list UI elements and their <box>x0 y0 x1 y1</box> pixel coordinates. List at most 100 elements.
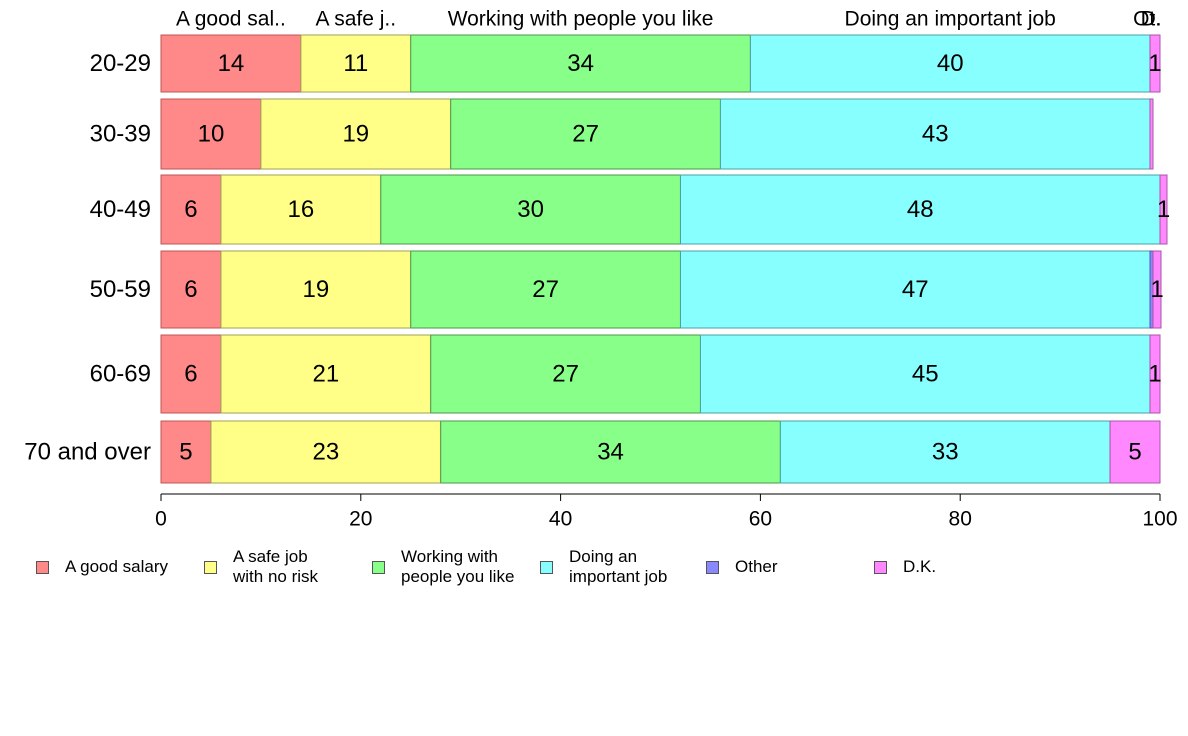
bar-value-label: 6 <box>184 276 197 303</box>
bar-value-label: 34 <box>567 50 594 77</box>
bar-segment <box>679 250 1151 329</box>
bar-segment <box>260 98 452 170</box>
bar-value-label: 19 <box>302 276 329 303</box>
bar-segment <box>749 34 1151 93</box>
legend-item: A good salary <box>36 544 168 590</box>
x-tick-label: 0 <box>155 508 167 531</box>
category-label: 70 and over <box>24 439 151 466</box>
bar-value-label: 6 <box>184 196 197 223</box>
bar-value-label: 34 <box>597 439 624 466</box>
bar-segment <box>1159 174 1168 245</box>
bar-value-label: 27 <box>572 121 599 148</box>
bar-segment <box>300 34 412 93</box>
top-series-label: Working with people you like <box>448 8 714 31</box>
bar-value-label: 1 <box>1148 50 1161 77</box>
bar-value-label: 21 <box>312 361 339 388</box>
bar-row: 10 19 27 43 <box>160 98 1154 170</box>
bar-segment <box>779 420 1111 484</box>
legend-label: Other <box>735 557 778 576</box>
bar-value-label: 40 <box>937 50 964 77</box>
bar-value-label: 16 <box>288 196 315 223</box>
bar-segment <box>450 98 721 170</box>
bar-value-label: 11 <box>343 50 368 77</box>
category-labels: 20-29 30-39 40-49 50-59 60-69 70 and over <box>24 50 151 466</box>
bar-segment <box>380 174 681 245</box>
bar-value-label: 30 <box>517 196 544 223</box>
legend-swatch <box>204 560 217 574</box>
x-tick-label: 80 <box>949 508 972 531</box>
bar-segment <box>1109 420 1161 484</box>
bar-segment <box>210 420 442 484</box>
bar-segment <box>1149 34 1161 93</box>
legend-item: Working with people you like <box>372 544 514 590</box>
bar-row: 6 16 30 48 1 <box>160 174 1170 245</box>
bar-segment <box>679 174 1161 245</box>
bar-value-label: 27 <box>532 276 559 303</box>
legend-item: A safe job with no risk <box>204 544 318 590</box>
bar-segment <box>160 420 212 484</box>
bar-value-label: 33 <box>932 439 959 466</box>
bar-segment <box>719 98 1151 170</box>
top-series-label: Doing an important job <box>845 8 1056 31</box>
legend-swatch <box>874 560 887 574</box>
top-labels: A good sal.. A safe j.. Working with peopl… <box>176 8 1168 31</box>
bar-value-label: 5 <box>179 439 192 466</box>
legend-label: Working with people you like <box>401 547 515 586</box>
bar-value-label: 14 <box>218 50 245 77</box>
x-axis: 0 20 40 60 80 100 <box>155 493 1178 531</box>
bar-segment <box>220 334 432 414</box>
legend-swatch <box>706 560 719 574</box>
legend-swatch <box>540 560 553 574</box>
bar-row: 6 21 27 45 1 <box>160 334 1162 414</box>
legend-label: Doing an important job <box>569 547 668 586</box>
category-label: 40-49 <box>90 196 151 223</box>
bar-value-label: 47 <box>902 276 929 303</box>
bar-value-label: 19 <box>342 121 369 148</box>
bar-segment <box>220 174 382 245</box>
legend-item: D.K. <box>874 544 936 590</box>
bar-segment <box>440 420 781 484</box>
bar-value-label: 23 <box>312 439 339 466</box>
top-series-label: Ot.. <box>1133 8 1167 31</box>
bars: 14 11 34 40 110 19 27 436 16 30 48 16 19 27 47 16 21 27 45… <box>160 34 1170 484</box>
bar-row: 5 23 34 33 5 <box>160 420 1161 484</box>
bar-segment <box>1152 250 1162 329</box>
bar-segment <box>410 250 681 329</box>
bar-segment <box>1149 334 1161 414</box>
bar-segment <box>699 334 1151 414</box>
stacked-bar-chart: A good sal.. A safe j.. Working with peopl… <box>24 8 1178 531</box>
legend-swatch <box>372 560 385 574</box>
x-tick-label: 60 <box>749 508 772 531</box>
legend-swatch <box>36 560 49 574</box>
legend-label: A good salary <box>65 557 169 576</box>
category-label: 60-69 <box>90 361 151 388</box>
top-series-label: A safe j.. <box>316 8 397 31</box>
top-series-label: A good sal.. <box>176 8 286 31</box>
bar-value-label: 1 <box>1157 196 1170 223</box>
category-label: 30-39 <box>90 121 151 148</box>
top-series-label: D.. <box>1141 8 1168 31</box>
bar-value-label: 45 <box>912 361 939 388</box>
x-tick-label: 20 <box>349 508 372 531</box>
legend-label: A safe job with no risk <box>233 547 319 586</box>
bar-segment <box>160 174 222 245</box>
legend-item: Other <box>706 544 778 590</box>
bar-value-label: 6 <box>184 361 197 388</box>
x-tick-label: 40 <box>549 508 572 531</box>
bar-segment <box>160 334 222 414</box>
bar-segment <box>160 250 222 329</box>
bar-segment <box>220 250 412 329</box>
bar-value-label: 10 <box>198 121 225 148</box>
bar-value-label: 27 <box>552 361 579 388</box>
bar-segment <box>1149 98 1154 170</box>
bar-segment <box>430 334 701 414</box>
bar-row: 14 11 34 40 1 <box>160 34 1162 93</box>
bar-value-label: 1 <box>1148 361 1161 388</box>
bar-value-label: 5 <box>1128 439 1141 466</box>
category-label: 20-29 <box>90 50 151 77</box>
bar-value-label: 1 <box>1150 276 1163 303</box>
legend: A good salary A safe job with no risk Work… <box>36 544 1156 590</box>
category-label: 50-59 <box>90 276 151 303</box>
bar-value-label: 43 <box>922 121 949 148</box>
bar-segment <box>160 98 262 170</box>
